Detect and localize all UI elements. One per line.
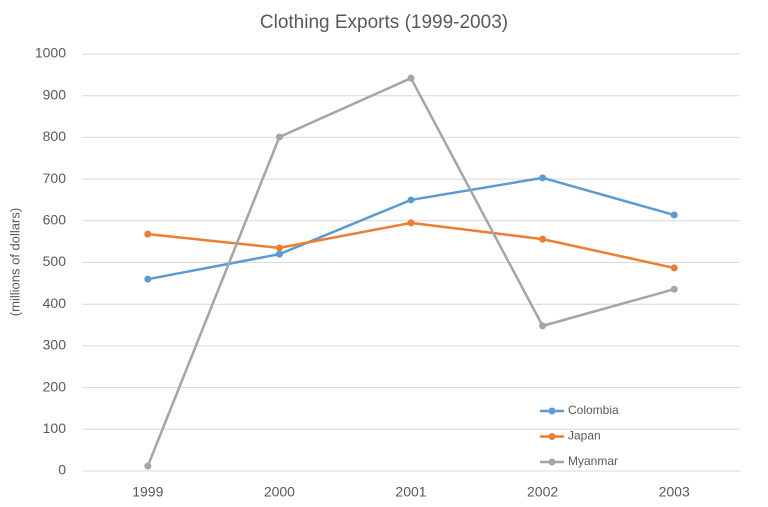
point	[144, 462, 152, 470]
y-tick-label: 900	[43, 86, 67, 102]
point	[144, 275, 152, 283]
point	[539, 235, 547, 243]
y-tick-label: 600	[43, 212, 67, 228]
series-line	[147, 176, 675, 281]
x-tick-label: 2003	[659, 484, 690, 500]
series-line	[147, 221, 675, 270]
x-tick-label: 2001	[395, 484, 426, 500]
point	[670, 211, 678, 219]
point	[275, 250, 283, 258]
legend-marker	[548, 433, 556, 440]
legend-label: Colombia	[568, 403, 619, 417]
point	[144, 230, 152, 238]
point	[539, 322, 547, 330]
x-tick-label: 1999	[132, 484, 163, 500]
point	[407, 196, 415, 204]
y-tick-label: 300	[43, 337, 67, 353]
y-tick-label: 0	[58, 462, 66, 478]
legend-label: Japan	[568, 429, 601, 443]
y-tick-label: 800	[43, 128, 67, 144]
y-tick-label: 200	[43, 378, 67, 394]
point	[539, 174, 547, 182]
y-tick-label: 100	[43, 420, 67, 436]
point	[275, 133, 283, 141]
point	[275, 244, 283, 252]
point	[407, 74, 415, 82]
point	[670, 264, 678, 272]
y-tick-label: 700	[43, 170, 67, 186]
x-tick-label: 2000	[264, 484, 295, 500]
point	[670, 285, 678, 293]
y-axis-label: (millions of dollars)	[7, 208, 22, 316]
legend-label: Myanmar	[568, 454, 618, 468]
y-tick-label: 400	[43, 295, 67, 311]
y-tick-label: 1000	[35, 45, 66, 61]
x-tick-label: 2002	[527, 484, 558, 500]
point	[407, 219, 415, 227]
y-tick-label: 500	[43, 253, 67, 269]
legend-marker	[548, 458, 556, 466]
legend-marker	[548, 407, 556, 415]
chart-title: Clothing Exports (1999-2003)	[260, 12, 508, 33]
